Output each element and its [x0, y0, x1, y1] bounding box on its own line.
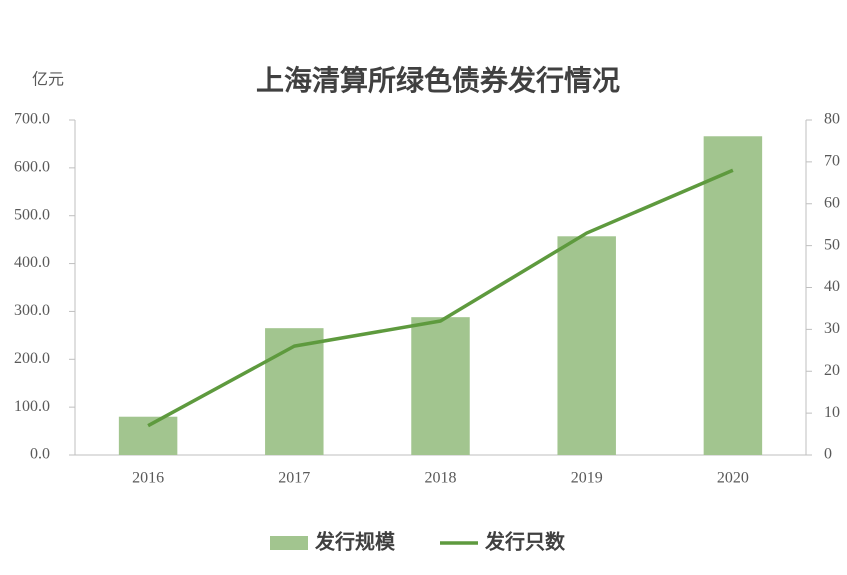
chart-title: 上海清算所绿色债券发行情况: [256, 64, 620, 97]
x-tick-label: 2018: [425, 470, 457, 487]
legend-swatch: [270, 536, 308, 550]
y2-tick-label: 30: [824, 320, 840, 337]
y2-tick-label: 50: [824, 236, 840, 253]
x-tick-label: 2017: [278, 470, 310, 487]
legend-label: 发行规模: [314, 530, 396, 554]
y-tick-label: 0.0: [30, 446, 50, 463]
bar: [118, 416, 178, 455]
x-tick-label: 2019: [571, 470, 603, 487]
y-tick-label: 400.0: [14, 254, 50, 271]
bar: [557, 236, 616, 455]
y-tick-label: 100.0: [14, 398, 50, 415]
bar: [411, 317, 470, 455]
y-tick-label: 300.0: [14, 302, 50, 319]
bar: [265, 328, 324, 455]
bar: [703, 136, 763, 455]
y2-tick-label: 60: [824, 194, 840, 211]
y2-tick-label: 0: [824, 446, 832, 463]
y-tick-label: 600.0: [14, 159, 50, 176]
y-tick-label: 200.0: [14, 350, 50, 367]
x-tick-label: 2020: [717, 470, 749, 487]
line: [147, 168, 734, 428]
legend-label: 发行只数: [484, 530, 566, 554]
y2-tick-label: 80: [824, 111, 840, 128]
y-axis-label: 亿元: [32, 70, 64, 89]
y-tick-label: 700.0: [14, 111, 50, 128]
x-tick-label: 2016: [132, 470, 164, 487]
y2-tick-label: 20: [824, 362, 840, 379]
y2-tick-label: 10: [824, 404, 840, 421]
y2-tick-label: 70: [824, 153, 840, 170]
y2-tick-label: 40: [824, 278, 840, 295]
y-tick-label: 500.0: [14, 206, 50, 223]
